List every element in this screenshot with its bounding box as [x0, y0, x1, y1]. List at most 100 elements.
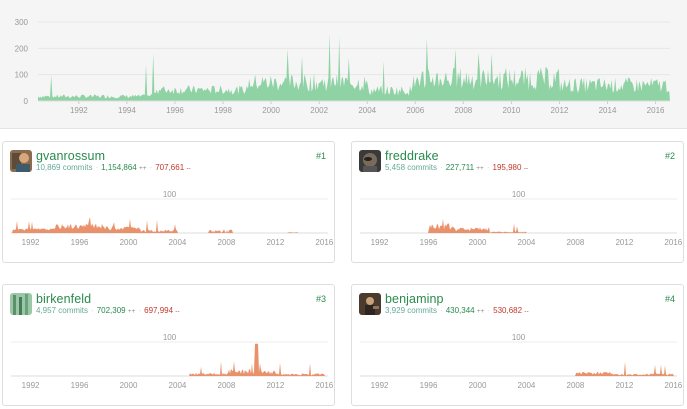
x-tick-label: 1996 [420, 238, 438, 247]
x-tick-label: 1992 [371, 238, 389, 247]
deletions-symbol: -- [175, 308, 180, 315]
x-tick-label: 2004 [169, 381, 187, 390]
avatar-image-icon [359, 150, 381, 172]
additions-symbol: ++ [127, 308, 136, 315]
commits-overview-chart[interactable]: 0 100 200 300 1992 1994 1996 1998 2000 2002 2004 20… [0, 0, 687, 129]
commits-area [38, 33, 670, 101]
x-tick-label: 2012 [615, 381, 633, 390]
contributor-username-link[interactable]: gvanrossum [36, 149, 106, 163]
x-tick-label: 2012 [615, 238, 633, 247]
x-tick-label: 2008 [218, 381, 236, 390]
x-tick-label: 2004 [358, 106, 376, 115]
contributor-rank: #2 [664, 151, 675, 161]
x-tick-label: 1998 [214, 106, 232, 115]
contributor-activity-chart: 100 1992 1996 2000 2004 2008 2012 2016 [11, 190, 334, 247]
contributor-activity-chart: 100 1992 1996 2000 2004 2008 2012 2016 [360, 190, 683, 247]
contributor-header: gvanrossum 10,869 commits · 1,154,864 ++ · 7… [10, 148, 326, 178]
x-tick-label: 2000 [469, 381, 487, 390]
avatar[interactable] [10, 293, 32, 315]
y-tick-label: 0 [24, 97, 29, 106]
contributor-activity-chart: 100 1992 1996 2000 2004 2008 2012 2016 [11, 333, 334, 390]
x-tick-label: 1996 [71, 238, 89, 247]
avatar[interactable] [359, 150, 381, 172]
contributor-username-link[interactable]: birkenfeld [36, 292, 92, 306]
additions-count: 227,711 [445, 163, 475, 172]
deletions-count: 530,682 [493, 306, 523, 315]
x-tick-label: 2008 [218, 238, 236, 247]
contributor-card: freddrake 5,458 commits · 227,711 ++ · 195,9… [351, 141, 684, 263]
x-tick-label: 2016 [315, 238, 333, 247]
grid-label: 100 [512, 190, 526, 199]
contributor-rank: #3 [315, 294, 326, 304]
contributor-header: birkenfeld 4,957 commits · 702,309 ++ · 697,… [10, 291, 326, 321]
x-tick-label: 2012 [551, 106, 569, 115]
contributor-stats: 3,929 commits · 430,344 ++ · 530,682 -- [385, 306, 529, 315]
contributor-commits-area [360, 218, 677, 233]
x-tick-label: 2004 [518, 238, 536, 247]
x-tick-label: 2010 [503, 106, 521, 115]
avatar[interactable] [10, 150, 32, 172]
contributor-header: benjaminp 3,929 commits · 430,344 ++ · 530,6… [359, 291, 675, 321]
x-tick-label: 2000 [469, 238, 487, 247]
avatar[interactable] [359, 293, 381, 315]
contributor-card: birkenfeld 4,957 commits · 702,309 ++ · 697,… [2, 284, 335, 406]
deletions-symbol: -- [523, 165, 529, 172]
deletions-count: 707,661 [155, 163, 185, 172]
commits-overview-svg: 0 100 200 300 1992 1994 1996 1998 2000 2002 2004 20… [15, 18, 670, 115]
commit-count-link[interactable]: 3,929 commits [385, 306, 438, 315]
contributor-username-link[interactable]: benjaminp [385, 292, 444, 306]
contributor-commits-area [11, 343, 328, 376]
x-tick-label: 1996 [166, 106, 184, 115]
commit-count-link[interactable]: 4,957 commits [36, 306, 89, 315]
x-tick-label: 2008 [567, 238, 585, 247]
contributor-rank: #1 [315, 151, 326, 161]
x-tick-label: 2008 [454, 106, 472, 115]
additions-count: 430,344 [445, 306, 475, 315]
grid-label: 100 [163, 333, 177, 342]
additions-count: 1,154,864 [101, 163, 137, 172]
contributor-rank: #4 [664, 294, 675, 304]
contributor-stats: 4,957 commits · 702,309 ++ · 697,994 -- [36, 306, 180, 315]
x-tick-label: 2016 [315, 381, 333, 390]
additions-symbol: ++ [138, 165, 147, 172]
avatar-image-icon [359, 293, 381, 315]
contributor-card: benjaminp 3,929 commits · 430,344 ++ · 530,6… [351, 284, 684, 406]
x-tick-label: 2012 [266, 238, 284, 247]
commit-count-link[interactable]: 10,869 commits [36, 163, 93, 172]
x-tick-label: 2014 [599, 106, 617, 115]
x-tick-label: 1994 [118, 106, 136, 115]
contributor-commits-area [11, 217, 328, 233]
x-tick-label: 2008 [567, 381, 585, 390]
x-tick-label: 1992 [70, 106, 88, 115]
contributor-card: gvanrossum 10,869 commits · 1,154,864 ++ · 7… [2, 141, 335, 263]
avatar-image-icon [10, 293, 32, 315]
x-tick-label: 1996 [71, 381, 89, 390]
contributor-username-link[interactable]: freddrake [385, 149, 439, 163]
additions-count: 702,309 [96, 306, 126, 315]
contributor-commits-area [360, 361, 677, 376]
contributor-activity-chart: 100 1992 1996 2000 2004 2008 2012 2016 [360, 333, 683, 390]
x-tick-label: 2012 [266, 381, 284, 390]
x-tick-label: 2000 [120, 238, 138, 247]
deletions-symbol: -- [186, 165, 191, 172]
deletions-symbol: -- [524, 308, 529, 315]
deletions-count: 195,980 [492, 163, 522, 172]
x-tick-label: 2016 [664, 381, 682, 390]
x-tick-label: 2004 [518, 381, 536, 390]
x-tick-label: 2002 [310, 106, 328, 115]
commit-count-link[interactable]: 5,458 commits [385, 163, 438, 172]
contributor-stats: 5,458 commits · 227,711 ++ · 195,980 -- [385, 163, 529, 172]
y-tick-label: 200 [15, 44, 29, 53]
x-tick-label: 2016 [647, 106, 665, 115]
x-tick-label: 1992 [22, 381, 40, 390]
x-tick-label: 2006 [406, 106, 424, 115]
contributor-header: freddrake 5,458 commits · 227,711 ++ · 195,9… [359, 148, 675, 178]
additions-symbol: ++ [476, 308, 485, 315]
x-tick-label: 2016 [664, 238, 682, 247]
contributor-stats: 10,869 commits · 1,154,864 ++ · 707,661 -- [36, 163, 191, 172]
x-tick-label: 1992 [22, 238, 40, 247]
y-tick-label: 100 [15, 71, 29, 80]
avatar-image-icon [10, 150, 32, 172]
deletions-count: 697,994 [144, 306, 174, 315]
grid-label: 100 [163, 190, 177, 199]
